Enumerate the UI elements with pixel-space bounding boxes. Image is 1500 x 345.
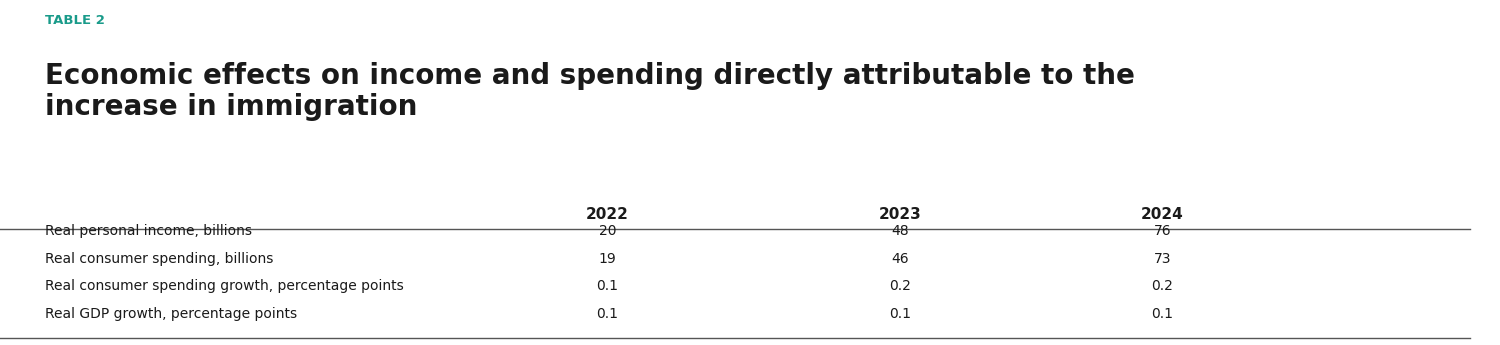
Text: 0.1: 0.1 xyxy=(597,279,618,293)
Text: 0.2: 0.2 xyxy=(1152,279,1173,293)
Text: 48: 48 xyxy=(891,224,909,238)
Text: 20: 20 xyxy=(598,224,616,238)
Text: Real consumer spending growth, percentage points: Real consumer spending growth, percentag… xyxy=(45,279,404,293)
Text: 0.2: 0.2 xyxy=(890,279,910,293)
Text: 73: 73 xyxy=(1154,252,1172,266)
Text: Real consumer spending, billions: Real consumer spending, billions xyxy=(45,252,273,266)
Text: 2024: 2024 xyxy=(1142,207,1184,222)
Text: Real GDP growth, percentage points: Real GDP growth, percentage points xyxy=(45,307,297,321)
Text: 19: 19 xyxy=(598,252,616,266)
Text: 2023: 2023 xyxy=(879,207,921,222)
Text: Real personal income, billions: Real personal income, billions xyxy=(45,224,252,238)
Text: 2022: 2022 xyxy=(586,207,628,222)
Text: 0.1: 0.1 xyxy=(890,307,910,321)
Text: 0.1: 0.1 xyxy=(1152,307,1173,321)
Text: TABLE 2: TABLE 2 xyxy=(45,14,105,27)
Text: 0.1: 0.1 xyxy=(597,307,618,321)
Text: 76: 76 xyxy=(1154,224,1172,238)
Text: 46: 46 xyxy=(891,252,909,266)
Text: Economic effects on income and spending directly attributable to the
increase in: Economic effects on income and spending … xyxy=(45,62,1136,121)
